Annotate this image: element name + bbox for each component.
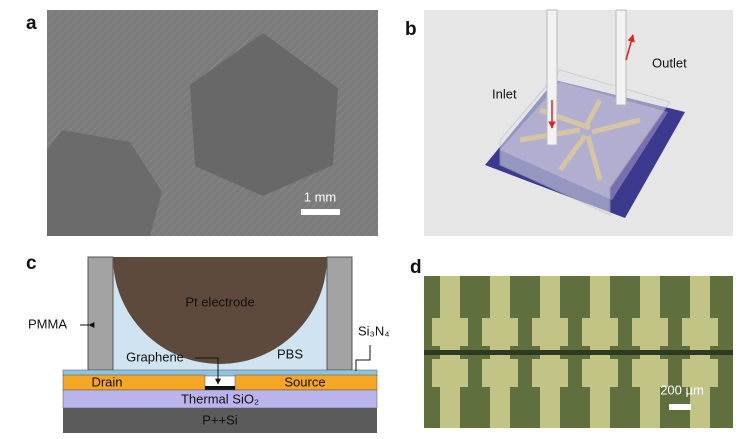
electrode-finger <box>632 359 668 387</box>
electrode-finger <box>582 359 618 387</box>
pmma-block <box>499 69 671 216</box>
panel-label: b <box>405 19 417 40</box>
electrode-finger <box>482 318 518 346</box>
substrate-label: P++Si <box>202 412 238 427</box>
electrode-finger <box>682 318 718 346</box>
pt-electrode <box>113 257 327 364</box>
pbs-label: PBS <box>277 346 303 361</box>
electrode-finger <box>432 318 468 346</box>
electrode-finger <box>432 359 468 387</box>
drain-label: Drain <box>91 374 122 389</box>
electrode-finger <box>532 359 568 387</box>
oxide-label: Thermal SiO₂ <box>181 391 259 406</box>
tube <box>615 9 627 106</box>
inlet-label: Inlet <box>492 86 517 101</box>
scale-bar <box>301 209 340 215</box>
flow-arrow <box>625 34 635 61</box>
substrate <box>63 408 377 433</box>
electrode-finger <box>632 318 668 346</box>
panel-label: d <box>410 257 422 278</box>
channel-line <box>424 350 733 355</box>
electrode-finger <box>682 359 718 387</box>
si3n4 <box>62 369 378 377</box>
pmma-label: PMMA <box>28 316 67 331</box>
graphene <box>205 386 235 390</box>
graphene-grain <box>190 33 338 196</box>
drain <box>62 374 206 391</box>
graphene-label: Graphene <box>126 349 184 364</box>
source-label: Source <box>284 374 325 389</box>
scale-bar <box>669 404 691 410</box>
electrode-label: Pt electrode <box>185 294 254 309</box>
outlet-label: Outlet <box>652 55 687 70</box>
scale-label: 200 µm <box>660 382 704 397</box>
si3n4-arrow <box>355 345 371 371</box>
panel-label: a <box>26 13 37 34</box>
pmma-wall <box>87 256 114 371</box>
scale-label: 1 mm <box>304 189 337 204</box>
pmma-wall <box>326 256 353 371</box>
si3n4-label: Si₃N₄ <box>358 323 390 338</box>
electrode-finger <box>582 318 618 346</box>
panel-label: c <box>26 253 37 274</box>
electrode-finger <box>482 359 518 387</box>
tube <box>546 9 558 146</box>
graphene-arrow <box>195 357 221 385</box>
graphene-grain <box>47 130 162 236</box>
electrode-finger <box>532 318 568 346</box>
